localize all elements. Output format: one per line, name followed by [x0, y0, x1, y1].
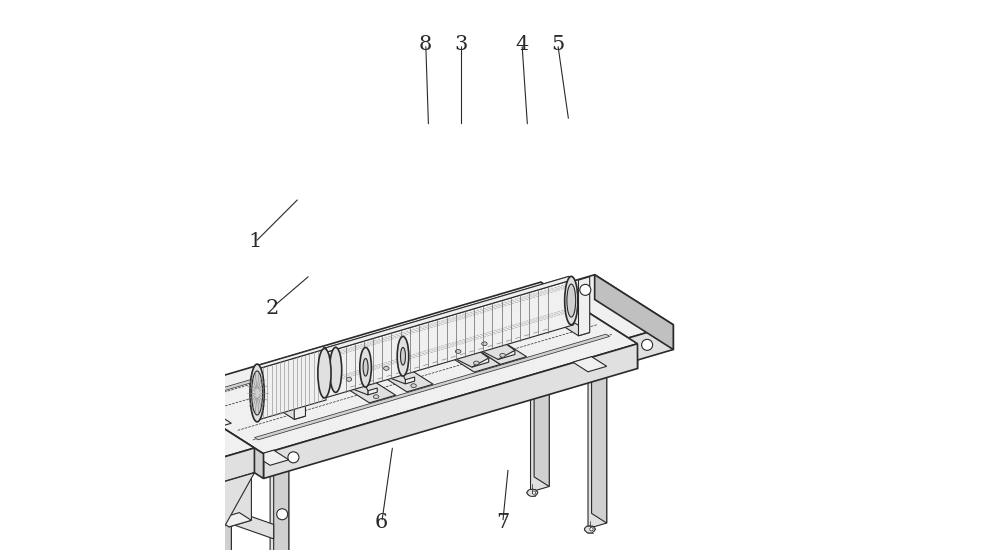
Polygon shape: [515, 320, 549, 335]
Polygon shape: [213, 472, 254, 547]
Polygon shape: [229, 471, 251, 527]
Ellipse shape: [397, 337, 409, 376]
Polygon shape: [131, 411, 210, 486]
Polygon shape: [573, 356, 607, 372]
Polygon shape: [167, 282, 638, 454]
Polygon shape: [595, 275, 673, 350]
Polygon shape: [131, 398, 254, 461]
Polygon shape: [213, 503, 274, 539]
Polygon shape: [541, 282, 638, 369]
Polygon shape: [531, 329, 549, 492]
Text: 1: 1: [249, 233, 262, 251]
Polygon shape: [385, 367, 405, 384]
Text: 4: 4: [515, 35, 529, 53]
Ellipse shape: [474, 361, 479, 365]
Text: 8: 8: [419, 35, 432, 53]
Polygon shape: [213, 424, 231, 550]
Polygon shape: [435, 339, 500, 372]
Polygon shape: [292, 276, 574, 361]
Ellipse shape: [360, 348, 371, 387]
Circle shape: [532, 491, 536, 494]
Polygon shape: [470, 334, 515, 360]
Polygon shape: [347, 378, 368, 395]
Ellipse shape: [500, 354, 505, 358]
Ellipse shape: [565, 276, 578, 324]
Polygon shape: [264, 344, 638, 478]
Polygon shape: [216, 414, 231, 550]
Ellipse shape: [527, 489, 538, 496]
Polygon shape: [368, 359, 433, 392]
Circle shape: [642, 339, 653, 350]
Text: 2: 2: [265, 299, 278, 317]
Polygon shape: [255, 346, 323, 417]
Polygon shape: [592, 356, 607, 523]
Polygon shape: [368, 388, 377, 395]
Polygon shape: [628, 324, 673, 363]
Polygon shape: [578, 277, 590, 336]
Polygon shape: [254, 334, 610, 440]
Polygon shape: [297, 279, 574, 406]
Ellipse shape: [455, 350, 461, 354]
Polygon shape: [405, 377, 415, 384]
Ellipse shape: [384, 366, 389, 370]
Circle shape: [590, 527, 593, 531]
Ellipse shape: [363, 359, 368, 376]
Polygon shape: [588, 366, 607, 529]
Polygon shape: [217, 513, 251, 527]
Polygon shape: [534, 320, 549, 486]
Ellipse shape: [346, 377, 352, 381]
Text: 5: 5: [551, 35, 564, 53]
Polygon shape: [461, 332, 527, 364]
Polygon shape: [294, 360, 305, 419]
Polygon shape: [472, 358, 489, 367]
Polygon shape: [135, 422, 176, 497]
Circle shape: [213, 465, 224, 476]
Polygon shape: [191, 294, 546, 399]
Text: 3: 3: [455, 35, 468, 53]
Polygon shape: [553, 316, 590, 336]
Polygon shape: [255, 346, 326, 368]
Ellipse shape: [401, 348, 405, 365]
Polygon shape: [270, 460, 289, 550]
Polygon shape: [269, 400, 305, 419]
Polygon shape: [498, 350, 515, 360]
Ellipse shape: [411, 384, 416, 388]
Polygon shape: [274, 450, 289, 550]
Ellipse shape: [252, 371, 263, 415]
Ellipse shape: [373, 395, 379, 399]
Circle shape: [288, 452, 299, 463]
Polygon shape: [330, 370, 396, 403]
Ellipse shape: [318, 349, 331, 398]
Polygon shape: [210, 448, 254, 486]
Polygon shape: [550, 275, 673, 338]
Polygon shape: [259, 349, 326, 420]
Circle shape: [277, 509, 288, 520]
Text: 7: 7: [496, 513, 509, 532]
Polygon shape: [444, 342, 489, 367]
Polygon shape: [167, 392, 264, 478]
Ellipse shape: [482, 342, 487, 346]
Polygon shape: [197, 414, 231, 429]
Polygon shape: [292, 276, 569, 403]
Ellipse shape: [250, 364, 264, 422]
Ellipse shape: [567, 284, 576, 317]
Circle shape: [580, 284, 591, 295]
Polygon shape: [255, 450, 289, 465]
Ellipse shape: [330, 348, 342, 393]
Ellipse shape: [584, 526, 595, 533]
Text: 6: 6: [375, 513, 388, 532]
